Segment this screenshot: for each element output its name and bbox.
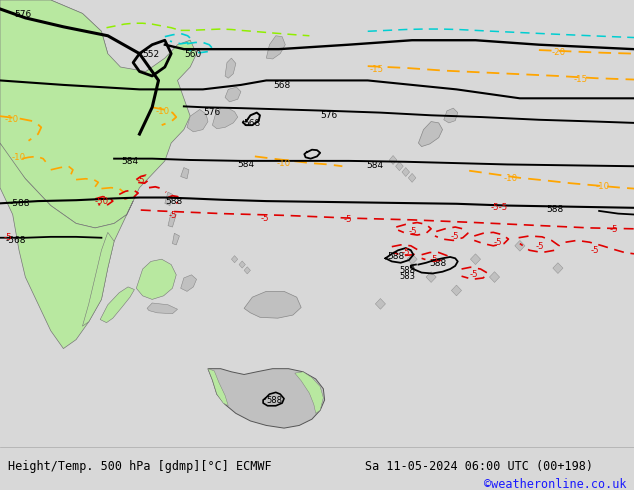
Text: -568: -568 bbox=[5, 236, 25, 245]
Polygon shape bbox=[187, 109, 208, 132]
Text: 560: 560 bbox=[184, 49, 202, 59]
Polygon shape bbox=[389, 155, 397, 165]
Polygon shape bbox=[0, 0, 197, 228]
Polygon shape bbox=[407, 254, 417, 265]
Text: -10: -10 bbox=[155, 107, 169, 116]
Polygon shape bbox=[225, 58, 236, 78]
Polygon shape bbox=[212, 107, 238, 129]
Text: -588: -588 bbox=[10, 199, 30, 208]
Polygon shape bbox=[515, 241, 525, 251]
Text: -5: -5 bbox=[451, 232, 460, 242]
Polygon shape bbox=[553, 263, 563, 273]
Text: ©weatheronline.co.uk: ©weatheronline.co.uk bbox=[484, 478, 626, 490]
Polygon shape bbox=[208, 368, 228, 406]
Text: 588: 588 bbox=[399, 266, 416, 275]
Polygon shape bbox=[82, 232, 114, 326]
Polygon shape bbox=[0, 143, 133, 348]
Text: -5: -5 bbox=[493, 238, 502, 246]
Polygon shape bbox=[165, 192, 172, 206]
Text: Sa 11-05-2024 06:00 UTC (00+198): Sa 11-05-2024 06:00 UTC (00+198) bbox=[365, 460, 593, 473]
Text: -10: -10 bbox=[11, 153, 25, 162]
Text: -5: -5 bbox=[343, 216, 352, 224]
Text: 584: 584 bbox=[237, 160, 255, 169]
Text: 568: 568 bbox=[273, 81, 291, 90]
Text: -5: -5 bbox=[590, 246, 599, 255]
Text: 588: 588 bbox=[165, 197, 183, 206]
Text: Height/Temp. 500 hPa [gdmp][°C] ECMWF: Height/Temp. 500 hPa [gdmp][°C] ECMWF bbox=[8, 460, 271, 473]
Text: 584: 584 bbox=[121, 157, 139, 166]
Polygon shape bbox=[0, 0, 108, 80]
Text: -5: -5 bbox=[409, 227, 418, 236]
Polygon shape bbox=[181, 275, 197, 292]
Text: 576: 576 bbox=[320, 111, 337, 120]
Polygon shape bbox=[402, 168, 410, 176]
Text: -5-5: -5-5 bbox=[491, 203, 508, 212]
Polygon shape bbox=[225, 87, 241, 102]
Polygon shape bbox=[244, 267, 250, 274]
Text: -5: -5 bbox=[430, 255, 439, 264]
Polygon shape bbox=[451, 285, 462, 296]
Text: -5: -5 bbox=[261, 214, 269, 222]
Polygon shape bbox=[172, 233, 179, 245]
Text: -10: -10 bbox=[596, 182, 610, 191]
Text: 576: 576 bbox=[14, 10, 31, 19]
Polygon shape bbox=[444, 108, 458, 123]
Polygon shape bbox=[147, 303, 178, 314]
Polygon shape bbox=[208, 368, 325, 428]
Text: -10: -10 bbox=[277, 159, 291, 168]
Text: -5: -5 bbox=[136, 176, 145, 185]
Text: -20: -20 bbox=[552, 48, 566, 57]
Text: -5: -5 bbox=[401, 247, 410, 257]
Text: -15: -15 bbox=[370, 65, 384, 74]
Polygon shape bbox=[470, 254, 481, 265]
Text: 584: 584 bbox=[366, 161, 384, 170]
Polygon shape bbox=[396, 162, 403, 171]
Polygon shape bbox=[489, 271, 500, 282]
Text: 588: 588 bbox=[546, 205, 564, 214]
Text: -5: -5 bbox=[609, 225, 618, 234]
Text: -5: -5 bbox=[536, 242, 545, 251]
Text: -15: -15 bbox=[574, 74, 588, 84]
Text: 588: 588 bbox=[266, 396, 282, 405]
Polygon shape bbox=[239, 261, 245, 268]
Text: 588: 588 bbox=[387, 252, 405, 261]
Text: -10: -10 bbox=[5, 115, 19, 124]
Polygon shape bbox=[295, 372, 323, 414]
Text: -5: -5 bbox=[168, 211, 177, 220]
Polygon shape bbox=[426, 271, 436, 282]
Text: -5: -5 bbox=[3, 233, 12, 242]
Text: 588: 588 bbox=[429, 259, 446, 268]
Polygon shape bbox=[418, 122, 443, 147]
Polygon shape bbox=[408, 173, 416, 182]
Polygon shape bbox=[244, 292, 301, 318]
Polygon shape bbox=[136, 259, 176, 299]
Text: 552: 552 bbox=[142, 49, 160, 59]
Text: -10: -10 bbox=[504, 174, 518, 183]
Text: -5: -5 bbox=[470, 270, 479, 279]
Polygon shape bbox=[181, 168, 189, 179]
Text: 568: 568 bbox=[243, 119, 261, 128]
Polygon shape bbox=[100, 287, 134, 322]
Polygon shape bbox=[168, 212, 176, 227]
Polygon shape bbox=[375, 298, 385, 309]
Polygon shape bbox=[231, 256, 238, 263]
Text: 576: 576 bbox=[204, 108, 221, 117]
Text: -50: -50 bbox=[94, 197, 108, 206]
Polygon shape bbox=[266, 36, 285, 59]
Text: 583: 583 bbox=[399, 271, 416, 281]
